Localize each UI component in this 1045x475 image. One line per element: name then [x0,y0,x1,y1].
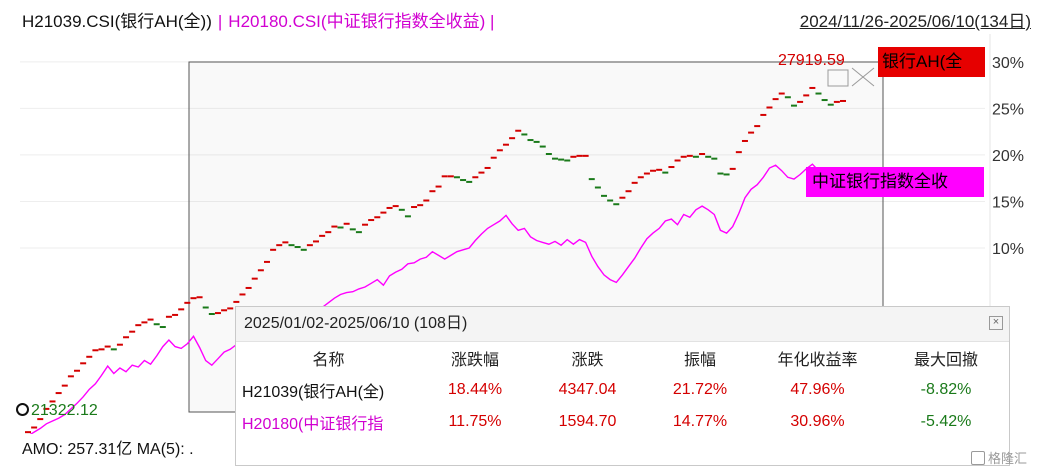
selection-handle [827,69,849,87]
row-annual: 47.96% [790,381,845,398]
last-price-label: 27919.59 [778,52,845,69]
amo-indicator: AMO: 257.31亿 MA(5): . [22,441,194,458]
row-pct: 11.75% [448,413,502,430]
low-price-marker: 21322.12 [16,402,98,420]
watermark: 格隆汇 [970,448,1027,467]
row-name: H21039(银行AH(全) [242,384,385,401]
y-tick-label: 15% [992,194,1024,211]
row-drawdown: -8.82% [920,381,972,398]
series2-code-label[interactable]: H20180.CSI(中证银行指数全收益) | [228,12,495,31]
price-chart[interactable]: 10% 15% 20% 25% 30% [0,34,1045,434]
series-legend: H21039.CSI(银行AH(全)) | H20180.CSI(中证银行指数全收益… [22,7,494,32]
col-header-annual: 年化收益率 [777,352,858,369]
col-header-name: 名称 [312,352,345,369]
y-tick-label: 20% [992,148,1024,165]
legend-separator: | [217,12,223,31]
y-tick-label: 10% [992,241,1024,258]
low-price-value: 21322.12 [31,402,98,419]
y-tick-label: 30% [992,55,1024,72]
table-header-row: 名称 涨跌幅 涨跌 振幅 年化收益率 最大回撤 [236,342,1011,374]
series1-code-label[interactable]: H21039.CSI(银行AH(全)) [22,12,212,31]
col-header-chg: 涨跌 [571,352,604,369]
row-drawdown: -5.42% [920,413,972,430]
stats-table: 名称 涨跌幅 涨跌 振幅 年化收益率 最大回撤 H21039(银行AH(全) 1… [236,342,1011,438]
row-amp: 21.72% [672,381,728,398]
selection-cross [851,67,875,87]
table-row[interactable]: H21039(银行AH(全) 18.44% 4347.04 21.72% 47.… [236,374,1011,406]
watermark-logo-icon [970,451,985,465]
close-icon[interactable]: × [989,316,1003,330]
row-name: H20180(中证银行指 [242,416,384,433]
col-header-drawdown: 最大回撤 [913,352,978,369]
date-range-selector[interactable]: 2024/11/26-2025/06/10(134日) [799,12,1031,31]
col-header-pct: 涨跌幅 [450,352,499,369]
series2-end-tag: 中证银行指数全收 [806,167,984,197]
series-line-zzyhzs [29,163,844,434]
y-tick-label: 25% [992,101,1024,118]
series1-end-tag: 银行AH(全 [878,47,985,77]
low-point-dot-icon [16,403,29,416]
row-chg: 4347.04 [558,381,617,398]
table-row[interactable]: H20180(中证银行指 11.75% 1594.70 14.77% 30.96… [236,406,1011,438]
interval-stats-popup: 2025/01/02-2025/06/10 (108日) × 名称 涨跌幅 涨跌… [235,306,1010,466]
popup-title: 2025/01/02-2025/06/10 (108日) [236,307,1009,342]
row-amp: 14.77% [672,413,728,430]
row-pct: 18.44% [447,381,503,398]
row-annual: 30.96% [790,413,845,430]
watermark-text: 格隆汇 [987,451,1027,466]
col-header-amp: 振幅 [683,352,716,369]
row-chg: 1594.70 [558,413,617,430]
chart-header: H21039.CSI(银行AH(全)) | H20180.CSI(中证银行指数全收益… [0,0,1045,34]
